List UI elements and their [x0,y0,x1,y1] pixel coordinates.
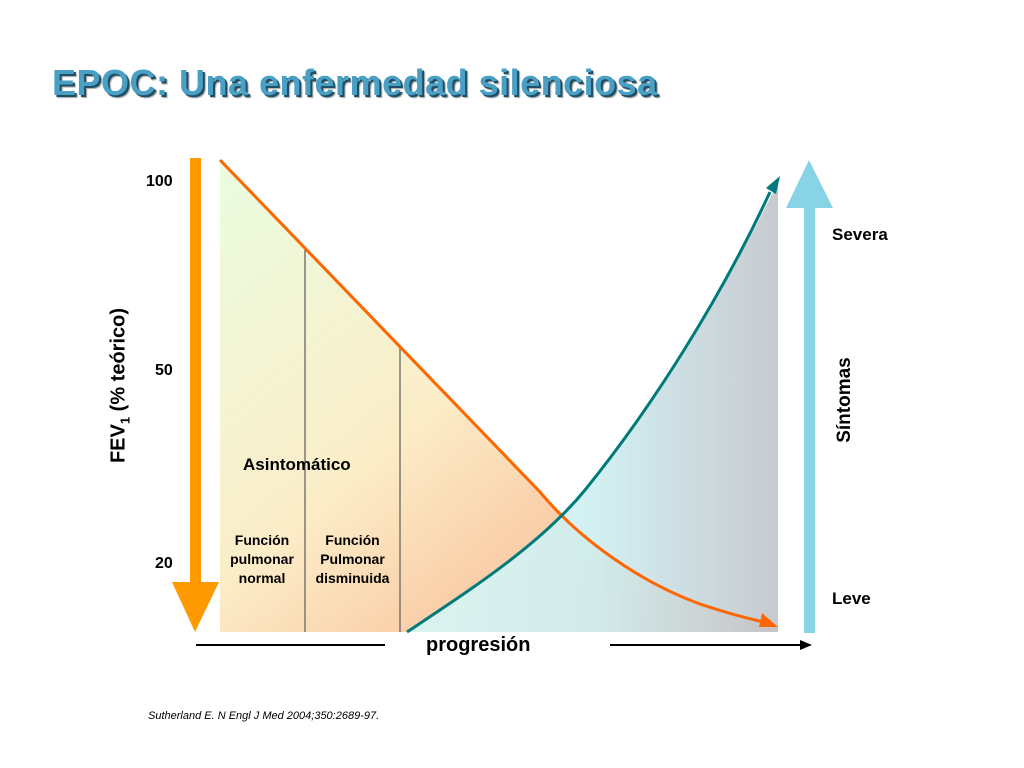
normal-function-line-2: pulmonar [230,551,294,567]
fev-decline-area [220,160,778,632]
fev-axis-arrow-shaft [190,158,201,583]
fev-decline-curve [218,158,769,625]
y-tick-50: 50 [155,362,173,379]
severity-mild-label: Leve [832,589,871,608]
reduced-function-label: Función Pulmonar disminuida [305,531,400,588]
citation: Sutherland E. N Engl J Med 2004;350:2689… [148,710,380,722]
reduced-function-line-1: Función [325,532,380,548]
fev-curve-arrowhead [759,613,778,627]
reduced-function-line-3: disminuida [315,570,390,586]
y-axis-label-main: FEV [107,424,130,464]
fev-axis-arrow-head [172,582,219,632]
symptom-area [407,182,778,632]
symptom-curve-arrowhead [766,176,780,194]
progression-arrowhead [800,640,812,650]
y-tick-100: 100 [146,173,173,190]
symptom-axis-arrow-shaft [804,205,815,633]
symptom-axis-arrow-head [786,160,833,208]
reduced-function-line-2: Pulmonar [320,551,385,567]
symptoms-axis-label: Síntomas [834,357,855,443]
normal-function-label: Función pulmonar normal [219,531,305,588]
y-axis-label-rest: (% teórico) [107,307,130,417]
normal-function-line-1: Función [234,532,290,548]
asymptomatic-label: Asintomático [243,455,351,474]
y-tick-20: 20 [155,555,173,572]
symptom-curve [406,191,772,634]
progression-label: progresión [426,634,531,656]
severity-severe-label: Severa [832,225,888,244]
normal-function-line-3: normal [238,570,286,586]
y-axis-label: FEV1 (% teórico) [108,286,133,486]
slide-title: EPOC: Una enfermedad silenciosa [52,62,658,103]
y-axis-label-sub: 1 [117,416,133,425]
